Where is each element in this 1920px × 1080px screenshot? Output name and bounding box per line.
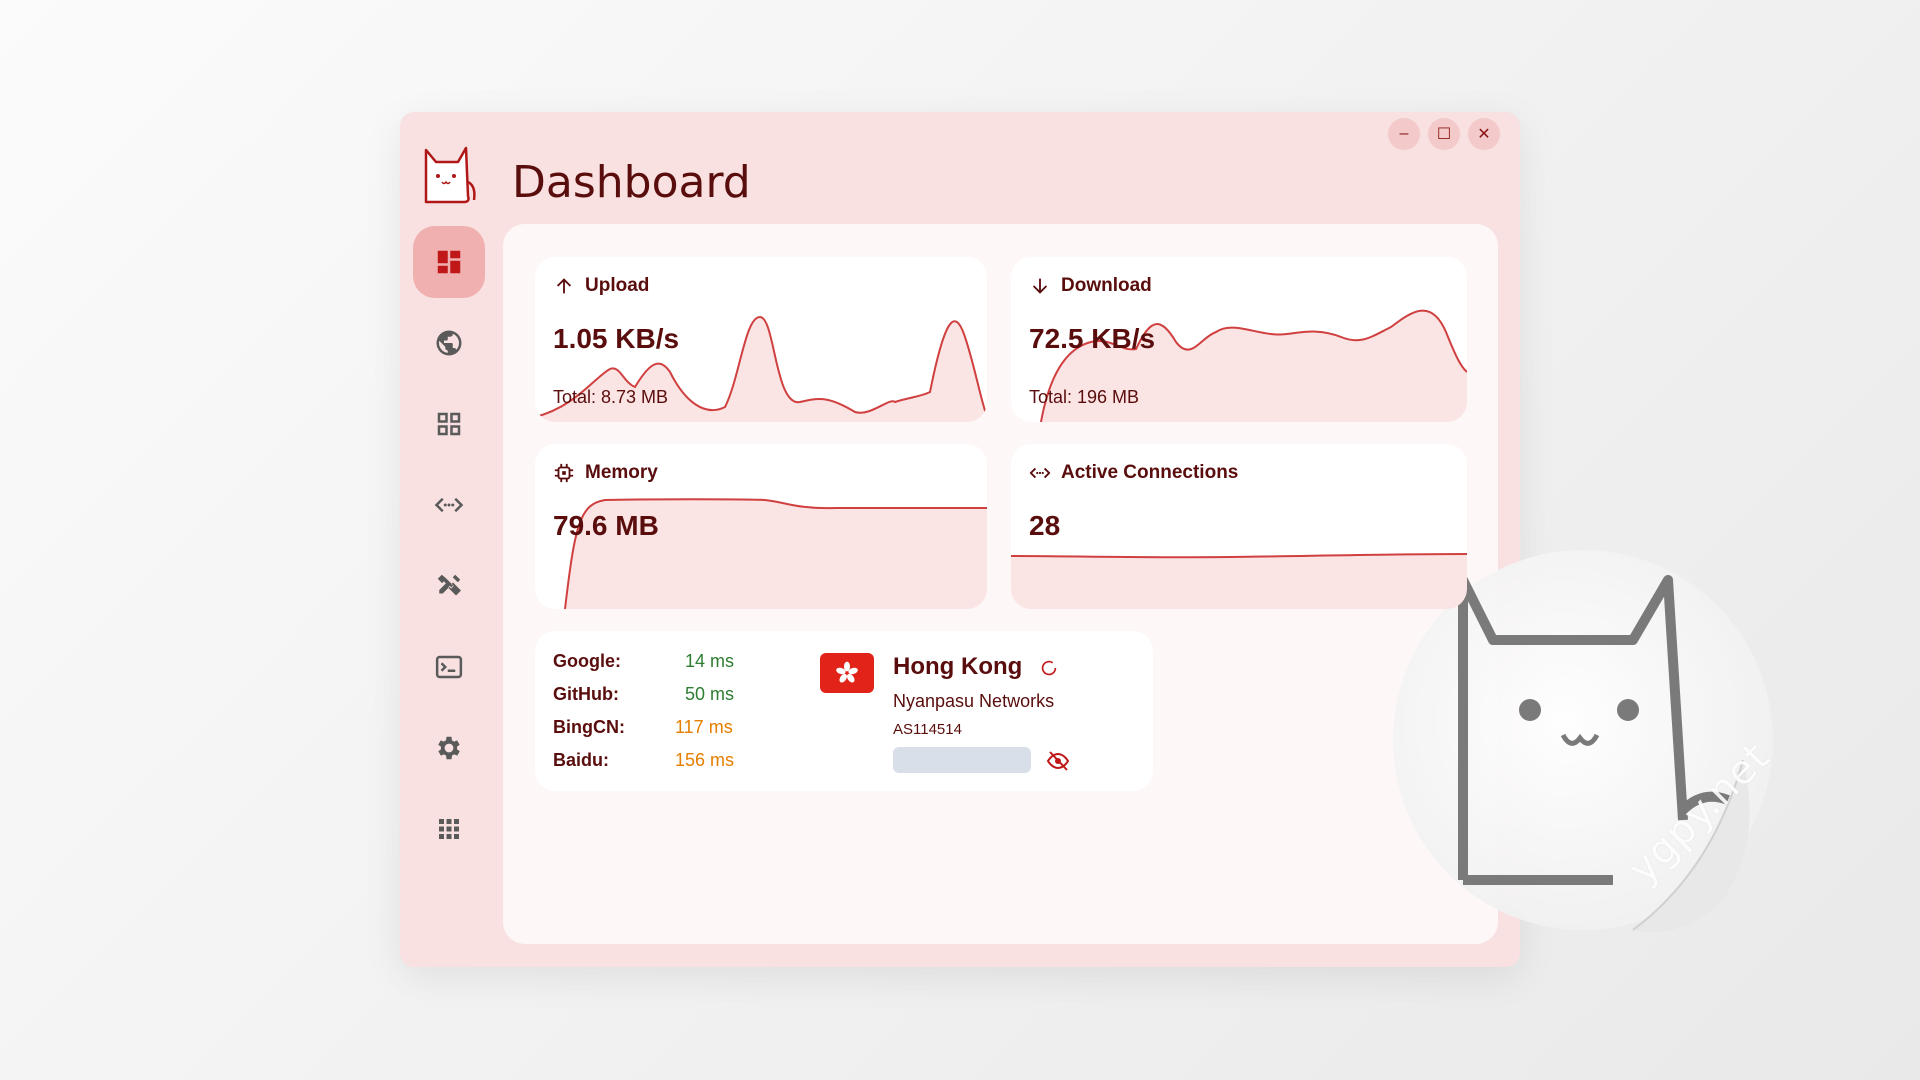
memory-header: Memory <box>553 462 658 484</box>
upload-speed: 1.05 KB/s <box>553 323 680 354</box>
memory-label: Memory <box>585 462 658 483</box>
latency-row: GitHub: 50 ms <box>553 684 734 705</box>
sidebar-item-settings[interactable] <box>413 712 485 784</box>
sidebar-item-proxies[interactable] <box>413 307 485 379</box>
sidebar-item-providers[interactable] <box>413 793 485 865</box>
download-label: Download <box>1061 275 1152 296</box>
upload-header: Upload <box>553 275 649 297</box>
ip-asn: AS114514 <box>893 721 962 738</box>
dashboard-icon <box>437 250 461 274</box>
memory-sparkline <box>564 498 987 609</box>
latency-site: Google: <box>553 651 621 671</box>
arrow-up-icon <box>556 278 572 294</box>
latency-ms: 156 ms <box>675 750 735 770</box>
sidebar-item-connections[interactable] <box>413 469 485 541</box>
network-info-card: Google: 14 ms GitHub: 50 ms BingCN: 117 … <box>535 631 1153 791</box>
connections-label: Active Connections <box>1061 462 1239 483</box>
upload-total: Total: 8.73 MB <box>553 387 669 407</box>
sidebar-item-dashboard[interactable] <box>413 226 485 298</box>
download-sparkline <box>1040 309 1467 422</box>
latency-row: BingCN: 117 ms <box>553 717 733 738</box>
ip-isp: Nyanpasu Networks <box>893 691 1055 711</box>
download-total: Total: 196 MB <box>1029 387 1140 407</box>
latency-ms: 14 ms <box>685 651 735 671</box>
latency-site: GitHub: <box>553 684 619 704</box>
hong-kong-flag-icon <box>820 653 874 693</box>
gear-icon <box>438 736 460 760</box>
window-controls: – ☐ ✕ <box>1388 118 1500 150</box>
sidebar-item-rules[interactable] <box>413 550 485 622</box>
ip-location: Hong Kong <box>893 653 1023 680</box>
latency-site: Baidu: <box>553 750 609 770</box>
maximize-button[interactable]: ☐ <box>1428 118 1460 150</box>
sidebar <box>413 226 485 874</box>
ip-address-masked <box>893 747 1031 773</box>
refresh-icon[interactable] <box>1038 657 1060 679</box>
terminal-icon <box>435 655 463 679</box>
connections-value: 28 <box>1029 510 1061 541</box>
arrow-down-icon <box>1032 278 1048 294</box>
bauhinia-icon <box>836 661 858 683</box>
memory-card: Memory 79.6 MB <box>535 444 987 609</box>
page-title: Dashboard <box>512 157 751 208</box>
sidebar-item-logs[interactable] <box>413 631 485 703</box>
latency-row: Baidu: 156 ms <box>553 750 734 771</box>
cat-logo-icon <box>424 146 476 204</box>
connections-sparkline <box>1011 553 1467 609</box>
grid-icon <box>437 412 461 436</box>
latency-row: Google: 14 ms <box>553 651 734 672</box>
connections-header: Active Connections <box>1029 462 1238 484</box>
memory-value: 79.6 MB <box>553 510 659 541</box>
close-button[interactable]: ✕ <box>1468 118 1500 150</box>
download-card: Download 72.5 KB/s Total: 196 MB <box>1011 257 1467 422</box>
download-header: Download <box>1029 275 1152 297</box>
latency-ms: 50 ms <box>685 684 735 704</box>
download-speed: 72.5 KB/s <box>1029 323 1156 354</box>
connections-icon <box>434 497 464 513</box>
apps-icon <box>439 819 459 839</box>
chip-icon <box>554 463 574 483</box>
upload-label: Upload <box>585 275 650 296</box>
app-window: – ☐ ✕ Dashboard <box>400 112 1520 967</box>
sidebar-item-profiles[interactable] <box>413 388 485 460</box>
globe-icon <box>436 330 462 356</box>
tools-icon <box>437 574 461 596</box>
upload-sparkline <box>535 315 987 422</box>
connections-icon <box>1029 467 1051 479</box>
latency-ms: 117 ms <box>675 717 733 737</box>
minimize-button[interactable]: – <box>1388 118 1420 150</box>
upload-card: Upload 1.05 KB/s Total: 8.73 MB <box>535 257 987 422</box>
dashboard-content: Upload 1.05 KB/s Total: 8.73 MB Download… <box>503 224 1498 944</box>
cat-sticker-icon <box>1393 550 1773 932</box>
active-connections-card: Active Connections 28 <box>1011 444 1467 609</box>
eye-off-icon[interactable] <box>1045 749 1071 773</box>
latency-site: BingCN: <box>553 717 625 737</box>
